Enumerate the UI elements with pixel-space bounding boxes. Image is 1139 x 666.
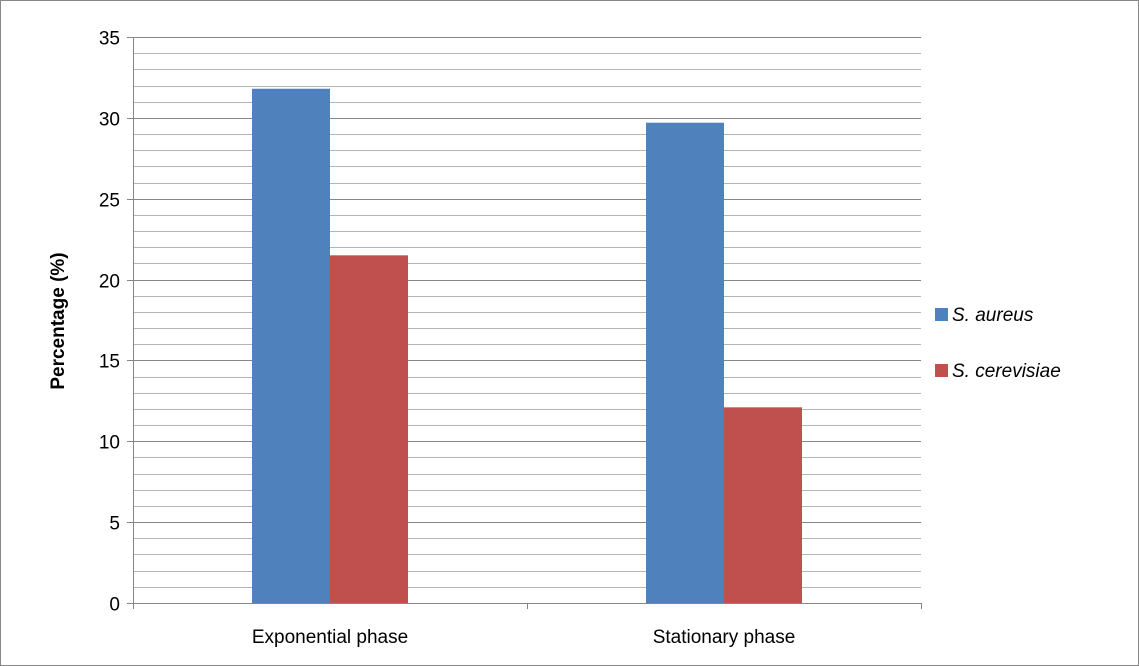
y-tick-label: 35 [99, 29, 120, 50]
bar-s-cerevisiae-stationary [724, 407, 802, 603]
y-tick-label: 0 [109, 595, 120, 616]
y-axis-title: Percentage (%) [48, 252, 69, 389]
legend-swatch [935, 364, 948, 377]
y-tick-label: 20 [99, 272, 120, 293]
y-tick-labels: 0 5 10 15 20 25 30 35 [99, 29, 120, 616]
y-tick-label: 25 [99, 191, 120, 212]
bar-s-aureus-stationary [646, 122, 724, 604]
y-tick-label: 5 [109, 514, 120, 535]
y-tick-label: 10 [99, 433, 120, 454]
x-tick-label: Stationary phase [653, 627, 796, 648]
bar-s-aureus-exponential [252, 88, 330, 603]
x-tick-label: Exponential phase [252, 627, 408, 648]
legend-label: S. cerevisiae [952, 361, 1061, 382]
legend: S. aureus S. cerevisiae [935, 305, 1061, 382]
x-tick-labels: Exponential phase Stationary phase [252, 627, 795, 648]
y-tick-label: 30 [99, 110, 120, 131]
legend-swatch [935, 308, 948, 321]
bar-s-cerevisiae-exponential [330, 255, 408, 604]
y-tick-label: 15 [99, 352, 120, 373]
axes [127, 37, 922, 609]
legend-label: S. aureus [952, 305, 1034, 326]
bars [252, 88, 802, 604]
